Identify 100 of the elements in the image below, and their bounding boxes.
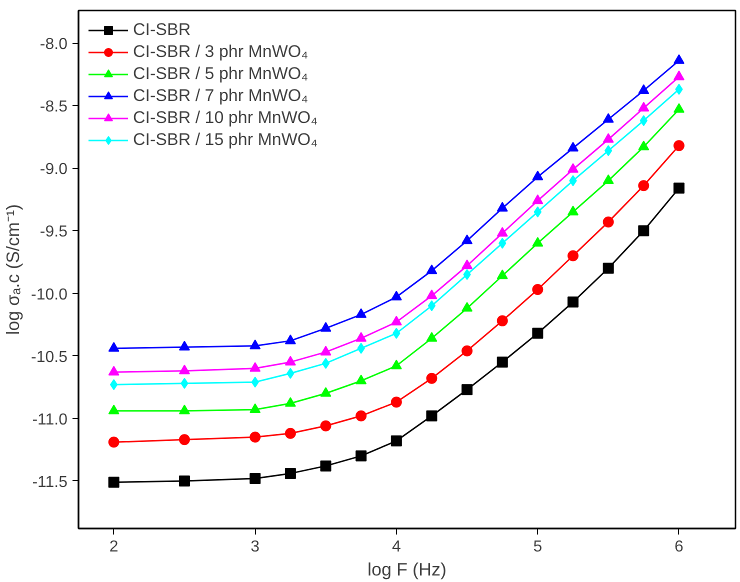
point <box>108 476 120 488</box>
point <box>284 397 296 407</box>
point <box>178 475 190 486</box>
x-tick-label: 3 <box>250 538 260 556</box>
point <box>673 54 684 64</box>
point <box>390 290 402 300</box>
point <box>356 410 367 422</box>
point <box>178 340 190 350</box>
point <box>250 403 261 414</box>
point <box>428 300 436 312</box>
point <box>673 103 684 113</box>
point <box>638 102 650 112</box>
point <box>250 432 261 443</box>
point <box>320 387 332 397</box>
y-tick-label: -10.0 <box>31 286 68 304</box>
point <box>638 84 650 94</box>
point <box>426 410 438 422</box>
y-tick-label: -8.0 <box>40 36 68 54</box>
point <box>250 472 261 484</box>
point <box>673 140 684 152</box>
point <box>320 346 332 356</box>
point <box>178 364 190 374</box>
y-tick-label: -9.5 <box>40 224 68 241</box>
point <box>426 332 438 342</box>
x-tick-label: 5 <box>533 538 542 556</box>
point <box>426 290 438 300</box>
y-axis-title: log σₐ.c (S/cm⁻¹) <box>3 204 24 335</box>
point <box>322 358 330 369</box>
point <box>462 259 473 270</box>
point <box>390 316 402 326</box>
point <box>110 379 118 390</box>
point <box>496 202 508 212</box>
point <box>532 194 544 204</box>
point <box>496 226 508 237</box>
point <box>250 340 261 350</box>
point <box>496 315 508 326</box>
point <box>462 302 473 312</box>
point <box>496 269 508 280</box>
point <box>534 206 542 218</box>
point <box>284 468 296 479</box>
point <box>496 356 508 368</box>
point <box>532 170 544 180</box>
y-tick-label: -10.5 <box>31 348 68 366</box>
point <box>673 182 684 194</box>
point <box>638 140 650 150</box>
point <box>462 384 473 396</box>
y-tick-label: -11.5 <box>32 474 68 491</box>
legend-label: CI-SBR <box>133 20 191 40</box>
point <box>390 435 402 446</box>
point <box>356 308 367 318</box>
legend-label: CI-SBR / 7 phr MnWO₄ <box>133 86 308 106</box>
point <box>568 206 579 216</box>
legend-label: CI-SBR / 15 phr MnWO₄ <box>133 130 318 150</box>
x-tick-label: 4 <box>392 538 401 556</box>
y-tick-label: -11.0 <box>32 411 68 428</box>
y-tick-label: -8.5 <box>40 98 68 116</box>
point <box>250 362 261 372</box>
y-tick-label: -9.0 <box>40 161 68 178</box>
point <box>284 334 296 344</box>
point <box>568 296 579 308</box>
point <box>568 142 579 152</box>
point <box>320 460 332 472</box>
legend-label: CI-SBR / 10 phr MnWO₄ <box>133 108 318 128</box>
point <box>638 225 650 236</box>
x-tick-label: 2 <box>109 538 118 556</box>
point <box>108 404 120 414</box>
point <box>462 345 473 356</box>
point <box>462 234 473 244</box>
point <box>568 250 579 262</box>
point <box>284 356 296 366</box>
point <box>673 70 684 80</box>
point <box>638 180 650 192</box>
point <box>568 163 579 173</box>
point <box>426 264 438 274</box>
point <box>178 404 190 414</box>
legend-label: CI-SBR / 3 phr MnWO₄ <box>133 42 308 62</box>
x-tick-label: 6 <box>674 538 684 556</box>
point <box>602 133 614 143</box>
point <box>532 328 544 339</box>
point <box>602 113 614 123</box>
point <box>108 436 120 448</box>
point <box>532 236 544 247</box>
point <box>284 428 296 439</box>
point <box>108 366 120 376</box>
point <box>108 342 120 352</box>
point <box>602 216 614 228</box>
point <box>356 450 367 462</box>
point <box>532 284 544 296</box>
point <box>390 360 402 370</box>
point <box>356 374 367 384</box>
point <box>602 262 614 274</box>
x-axis-title: log F (Hz) <box>368 560 447 580</box>
point <box>320 322 332 332</box>
point <box>178 434 190 446</box>
point <box>320 420 332 432</box>
legend-label: CI-SBR / 5 phr MnWO₄ <box>133 64 308 84</box>
point <box>602 174 614 184</box>
point <box>356 332 367 342</box>
point <box>390 396 402 408</box>
point <box>426 372 438 384</box>
